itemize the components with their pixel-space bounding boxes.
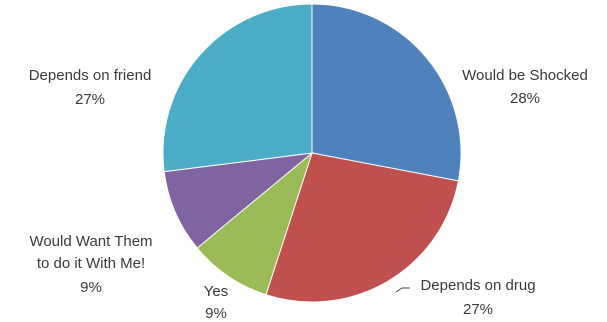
label-yes: Yes	[204, 283, 228, 300]
pie-slice-would-want-them-to-do-it-with-me	[163, 152, 314, 249]
percent-depends-on-friend: 27%	[75, 91, 105, 108]
percent-would-want-them: 9%	[80, 279, 102, 296]
label-would-be-shocked: Would be Shocked	[462, 67, 588, 84]
percent-yes: 9%	[205, 305, 227, 322]
pie-slice-depends-on-drug	[265, 152, 459, 303]
label-depends-on-drug: Depends on drug	[420, 277, 535, 294]
pie-slice-depends-on-friend	[162, 3, 313, 173]
label-depends-on-friend: Depends on friend	[29, 67, 152, 84]
label-would-want-them-line2: to do it With Me!	[37, 255, 145, 272]
label-would-want-them-line1: Would Want Them	[29, 233, 152, 250]
leader-line-depends-on-drug	[395, 287, 410, 293]
pie-slice-yes	[196, 151, 314, 296]
percent-would-be-shocked: 28%	[510, 90, 540, 107]
pie-slice-would-be-shocked	[311, 3, 462, 182]
pie-slices	[162, 3, 462, 303]
percent-depends-on-drug: 27%	[463, 301, 493, 318]
